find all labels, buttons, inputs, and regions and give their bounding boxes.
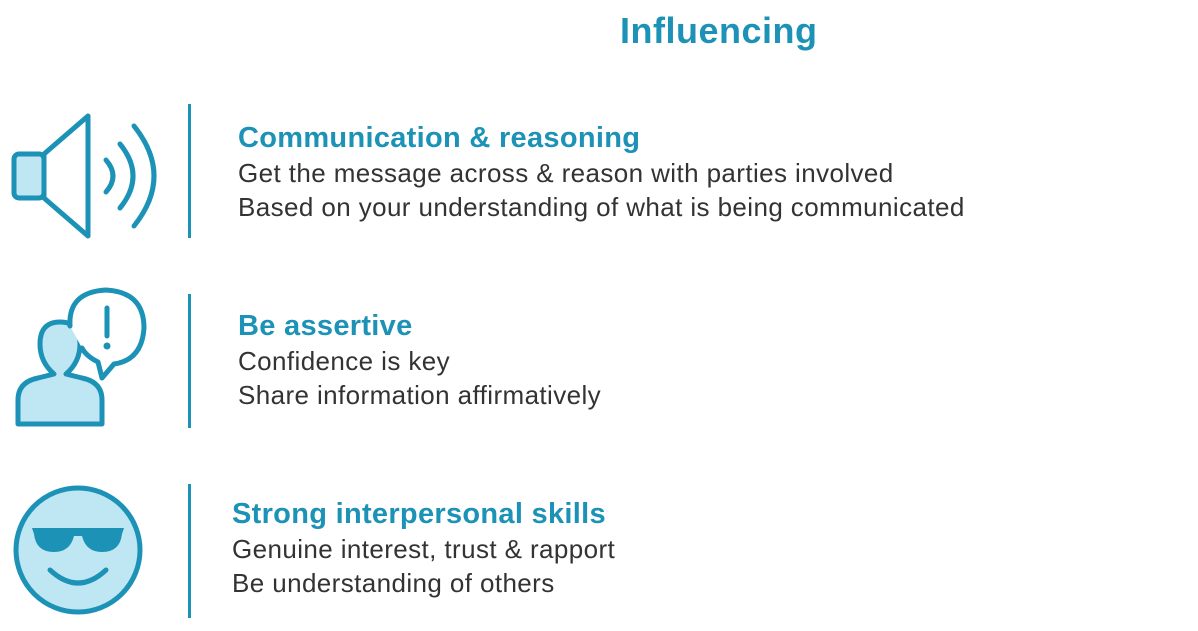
item-line: Genuine interest, trust & rapport (232, 534, 616, 564)
item-line: Share information affirmatively (238, 380, 602, 410)
speaker-icon (11, 113, 157, 239)
divider (188, 484, 191, 618)
item-heading: Strong interpersonal skills (232, 498, 606, 530)
page-title: Influencing (620, 10, 818, 51)
item-heading: Be assertive (238, 310, 413, 342)
item-line: Be understanding of others (232, 568, 555, 598)
item-line: Get the message across & reason with par… (238, 158, 894, 188)
item-line: Confidence is key (238, 346, 451, 376)
person-alert-icon (15, 287, 147, 427)
divider (188, 104, 191, 238)
item-line: Based on your understanding of what is b… (238, 192, 965, 222)
divider (188, 294, 191, 428)
smiley-sunglasses-icon (13, 485, 143, 615)
item-heading: Communication & reasoning (238, 122, 641, 154)
